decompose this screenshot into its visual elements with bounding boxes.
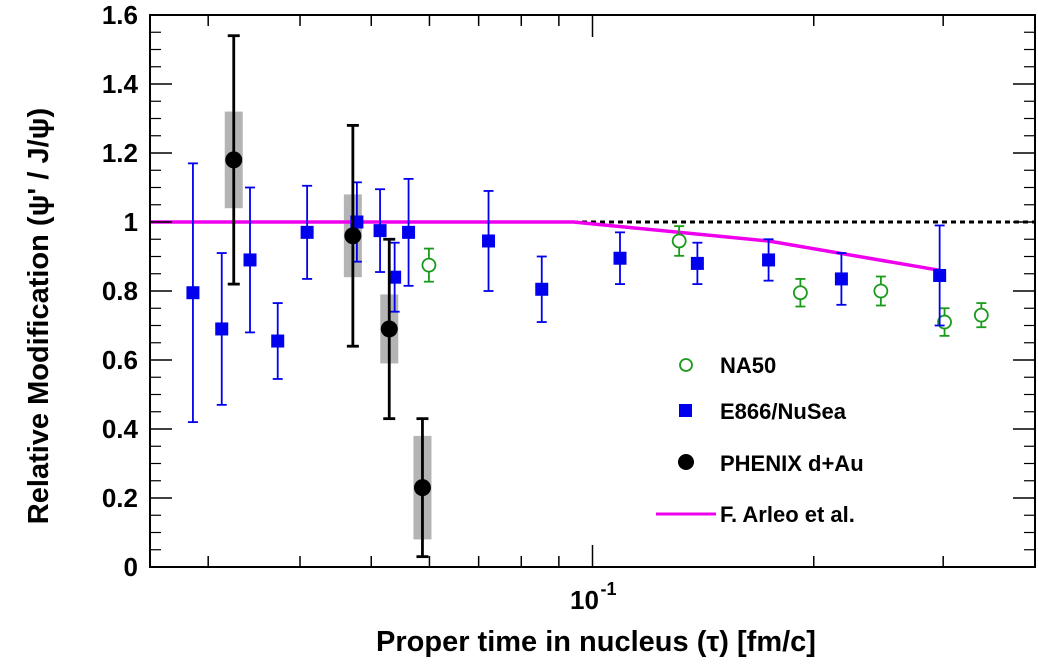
legend-label-e866: E866/NuSea bbox=[720, 399, 847, 424]
systematic-boxes bbox=[224, 111, 432, 540]
data-point-phenix bbox=[413, 479, 431, 497]
plot-frame bbox=[149, 14, 1036, 568]
y-axis-label: Relative Modification (ψ' / J/ψ) bbox=[23, 108, 55, 524]
y-tick-label: 1.6 bbox=[102, 0, 138, 30]
data-point-e866 bbox=[186, 286, 200, 300]
y-tick-label: 0.2 bbox=[102, 483, 138, 513]
y-tick-label: 1.4 bbox=[102, 69, 139, 99]
data-point-e866 bbox=[373, 224, 387, 238]
data-point-phenix bbox=[225, 151, 243, 169]
data-point-e866 bbox=[762, 253, 776, 267]
plot-border bbox=[149, 14, 1036, 568]
y-tick-label: 0.8 bbox=[102, 276, 138, 306]
data-point-na50 bbox=[671, 233, 687, 249]
data-point-e866 bbox=[690, 256, 704, 270]
data-point-e866 bbox=[834, 272, 848, 286]
data-point-e866 bbox=[535, 282, 549, 296]
legend-label-phenix: PHENIX d+Au bbox=[720, 451, 864, 476]
legend-marker-na50 bbox=[679, 358, 693, 372]
legend-marker-phenix bbox=[678, 454, 694, 470]
data-point-na50 bbox=[873, 283, 889, 299]
data-point-e866 bbox=[388, 270, 402, 284]
legend-label-na50: NA50 bbox=[720, 353, 776, 378]
legend-marker-e866 bbox=[679, 404, 692, 417]
data-point-e866 bbox=[300, 225, 314, 239]
y-tick-label: 0.6 bbox=[102, 345, 138, 375]
data-point-e866 bbox=[482, 234, 496, 248]
data-points-layer bbox=[186, 34, 989, 559]
data-point-e866 bbox=[243, 253, 257, 267]
theory-curve-layer bbox=[150, 220, 940, 273]
legend-label-arleo: F. Arleo et al. bbox=[720, 502, 855, 527]
axis-ticks: 0 0.2 0.4 0.6 0.8 1 1.2 1.4 1.6 10 -1 bbox=[102, 0, 1036, 615]
x-tick-label-exponent: -1 bbox=[601, 579, 617, 599]
data-point-phenix bbox=[380, 320, 398, 338]
theory-curve-arleo bbox=[150, 220, 940, 273]
x-axis-label: Proper time in nucleus (τ) [fm/c] bbox=[376, 626, 816, 658]
data-point-phenix bbox=[344, 227, 362, 245]
y-tick-label: 0 bbox=[124, 552, 138, 582]
data-point-e866 bbox=[271, 334, 285, 348]
data-point-e866 bbox=[402, 225, 416, 239]
data-point-e866 bbox=[933, 268, 947, 282]
data-point-na50 bbox=[973, 307, 989, 323]
y-tick-label: 1 bbox=[124, 207, 138, 237]
legend: NA50 E866/NuSea PHENIX d+Au F. Arleo et … bbox=[656, 353, 864, 527]
data-point-na50 bbox=[792, 285, 808, 301]
x-tick-label: 10 bbox=[570, 585, 599, 615]
data-point-e866 bbox=[613, 251, 627, 265]
y-tick-label: 0.4 bbox=[102, 414, 139, 444]
data-point-na50 bbox=[421, 257, 437, 273]
y-tick-label: 1.2 bbox=[102, 138, 138, 168]
data-point-e866 bbox=[215, 322, 229, 336]
